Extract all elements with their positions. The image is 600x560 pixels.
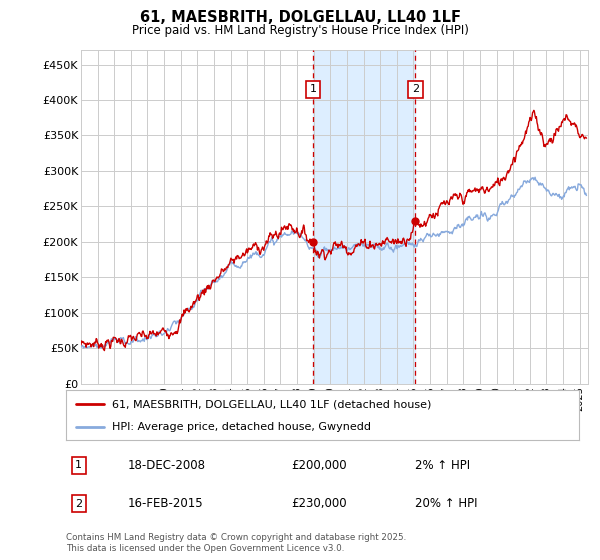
Text: 2% ↑ HPI: 2% ↑ HPI	[415, 459, 470, 472]
Text: 16-FEB-2015: 16-FEB-2015	[128, 497, 203, 510]
Text: £230,000: £230,000	[292, 497, 347, 510]
Text: HPI: Average price, detached house, Gwynedd: HPI: Average price, detached house, Gwyn…	[112, 422, 371, 432]
Text: 20% ↑ HPI: 20% ↑ HPI	[415, 497, 478, 510]
Text: 1: 1	[310, 85, 317, 95]
Text: £200,000: £200,000	[292, 459, 347, 472]
Text: 18-DEC-2008: 18-DEC-2008	[128, 459, 206, 472]
Text: Price paid vs. HM Land Registry's House Price Index (HPI): Price paid vs. HM Land Registry's House …	[131, 24, 469, 36]
Bar	[313, 50, 415, 384]
Text: 2: 2	[412, 85, 419, 95]
Text: 1: 1	[76, 460, 82, 470]
Text: Contains HM Land Registry data © Crown copyright and database right 2025.
This d: Contains HM Land Registry data © Crown c…	[66, 533, 406, 553]
Text: 2: 2	[75, 498, 82, 508]
Text: 61, MAESBRITH, DOLGELLAU, LL40 1LF: 61, MAESBRITH, DOLGELLAU, LL40 1LF	[139, 10, 461, 25]
Text: 61, MAESBRITH, DOLGELLAU, LL40 1LF (detached house): 61, MAESBRITH, DOLGELLAU, LL40 1LF (deta…	[112, 399, 431, 409]
